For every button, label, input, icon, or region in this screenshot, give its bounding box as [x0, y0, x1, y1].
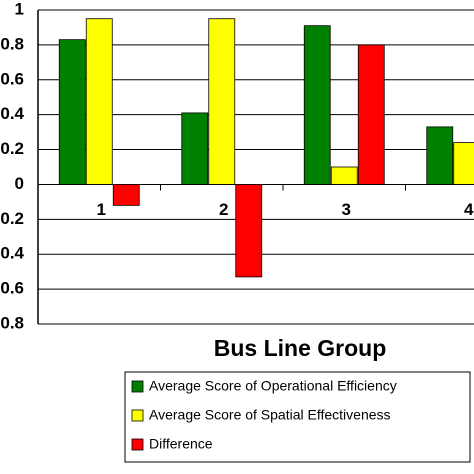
y-tick-label: -0.2	[0, 209, 24, 228]
legend-box	[124, 371, 471, 463]
legend-label: Average Score of Spatial Effectiveness	[149, 407, 391, 423]
x-tick-label: 3	[342, 200, 351, 219]
x-tick-label: 1	[97, 200, 106, 219]
y-tick-label: 1	[15, 0, 24, 18]
bar	[357, 44, 385, 185]
y-tick-label: -0.4	[0, 244, 25, 263]
bar	[330, 166, 358, 185]
legend-label: Difference	[149, 436, 213, 452]
x-tick-label: 2	[219, 200, 228, 219]
bar	[85, 18, 113, 185]
bar	[58, 39, 86, 185]
x-axis-title: Bus Line Group	[214, 335, 387, 361]
legend-swatch	[131, 380, 144, 393]
bar	[208, 18, 236, 185]
y-tick-label: -0.6	[0, 279, 24, 298]
legend-label: Average Score of Operational Efficiency	[149, 378, 397, 394]
y-tick-label: 0.4	[0, 104, 24, 123]
bar	[235, 184, 263, 278]
bar	[303, 25, 331, 185]
x-tick-label: 4	[464, 200, 474, 219]
legend-swatch	[131, 438, 144, 451]
bar	[181, 112, 209, 185]
legend-swatch	[131, 409, 144, 422]
bar	[453, 142, 474, 185]
y-tick-label: 0	[15, 174, 24, 193]
y-tick-label: 0.8	[0, 34, 24, 53]
y-tick-label: 0.6	[0, 69, 24, 88]
bar	[112, 184, 140, 206]
y-tick-label: 0.2	[0, 139, 24, 158]
bar	[426, 126, 454, 185]
y-tick-label: -0.8	[0, 313, 24, 332]
